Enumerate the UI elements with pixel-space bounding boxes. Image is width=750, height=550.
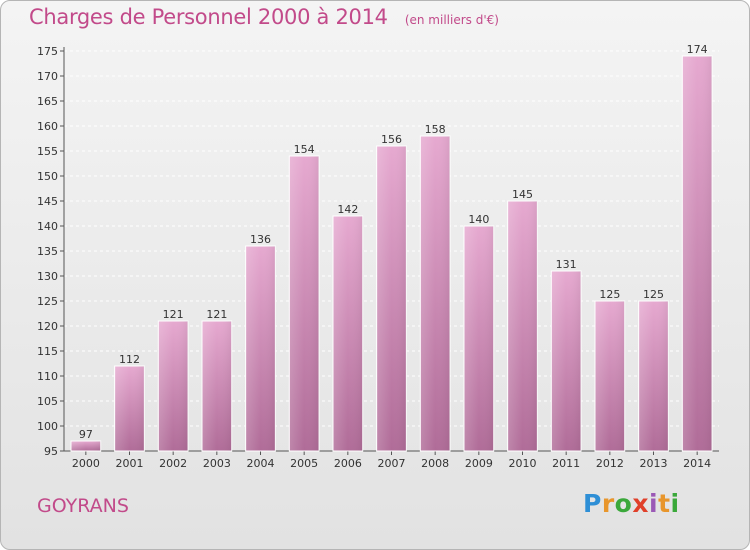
bars: 97 112 121 121 136 154 142 156 158 140 145 131 125 12… (70, 43, 713, 452)
bar-shine (114, 366, 145, 451)
y-tick-label: 105 (37, 395, 58, 408)
x-tick-label: 2014 (683, 457, 711, 470)
bar-shine (463, 226, 494, 451)
y-tick-label: 155 (37, 145, 58, 158)
logo-letter: P (583, 489, 602, 518)
bar-value-label: 140 (468, 213, 489, 226)
logo-letter: t (658, 489, 671, 518)
y-tick-label: 165 (37, 95, 58, 108)
bar-value-label: 158 (425, 123, 446, 136)
bar-value-label: 145 (512, 188, 533, 201)
y-tick-label: 170 (37, 70, 58, 83)
bar-shine (638, 301, 669, 451)
bar-value-label: 125 (599, 288, 620, 301)
bar-shine (158, 321, 189, 451)
x-tick-label: 2002 (159, 457, 187, 470)
bar-shine (594, 301, 625, 451)
logo-letter: i (670, 489, 680, 518)
bar-shine (70, 441, 101, 451)
y-tick-label: 150 (37, 170, 58, 183)
bar-shine (201, 321, 232, 451)
logo-letter: i (649, 489, 659, 518)
bar-shine (507, 201, 538, 451)
bar-shine (332, 216, 363, 451)
chart-title: Charges de Personnel 2000 à 2014 (29, 5, 388, 29)
logo-letter: r (601, 489, 615, 518)
y-tick-label: 175 (37, 45, 58, 58)
x-tick-label: 2010 (509, 457, 537, 470)
x-tick-label: 2013 (640, 457, 668, 470)
bar-value-label: 142 (337, 203, 358, 216)
y-tick-label: 130 (37, 270, 58, 283)
bar-value-label: 156 (381, 133, 402, 146)
y-tick-label: 115 (37, 345, 58, 358)
logo-letter: x (632, 489, 649, 518)
y-tick-label: 160 (37, 120, 58, 133)
y-tick-label: 110 (37, 370, 58, 383)
x-tick-label: 2012 (596, 457, 624, 470)
x-tick-label: 2008 (421, 457, 449, 470)
bar-shine (420, 136, 451, 451)
chart-subtitle: (en milliers d'€) (404, 13, 499, 27)
bar-value-label: 136 (250, 233, 271, 246)
bar-shine (682, 56, 713, 451)
y-tick-label: 145 (37, 195, 58, 208)
bar-shine (289, 156, 320, 451)
bar-shine (245, 246, 276, 451)
bar-value-label: 154 (294, 143, 315, 156)
proxiti-logo: Proxiti (583, 489, 680, 518)
bar-value-label: 174 (687, 43, 708, 56)
bar-value-label: 97 (79, 428, 93, 441)
y-tick-label: 100 (37, 420, 58, 433)
bar-value-label: 112 (119, 353, 140, 366)
chart-title-block: Charges de Personnel 2000 à 2014 (en mil… (29, 5, 499, 29)
bar-shine (376, 146, 407, 451)
x-tick-label: 2001 (116, 457, 144, 470)
y-tick-label: 140 (37, 220, 58, 233)
x-tick-label: 2005 (290, 457, 318, 470)
bar-value-label: 131 (556, 258, 577, 271)
x-tick-label: 2003 (203, 457, 231, 470)
bar-value-label: 125 (643, 288, 664, 301)
x-tick-label: 2007 (378, 457, 406, 470)
bar-value-label: 121 (163, 308, 184, 321)
commune-name: GOYRANS (37, 495, 129, 517)
bar-shine (551, 271, 582, 451)
axes: 95 100 105 110 115 120 125 130 135 140 145 150 155 16… (37, 45, 719, 470)
logo-letter: o (614, 489, 633, 518)
x-tick-label: 2009 (465, 457, 493, 470)
bar-value-label: 121 (206, 308, 227, 321)
y-tick-label: 125 (37, 295, 58, 308)
x-tick-label: 2000 (72, 457, 100, 470)
y-tick-label: 120 (37, 320, 58, 333)
y-tick-label: 95 (44, 445, 58, 458)
x-tick-label: 2006 (334, 457, 362, 470)
x-tick-label: 2004 (247, 457, 275, 470)
x-tick-label: 2011 (552, 457, 580, 470)
y-tick-label: 135 (37, 245, 58, 258)
